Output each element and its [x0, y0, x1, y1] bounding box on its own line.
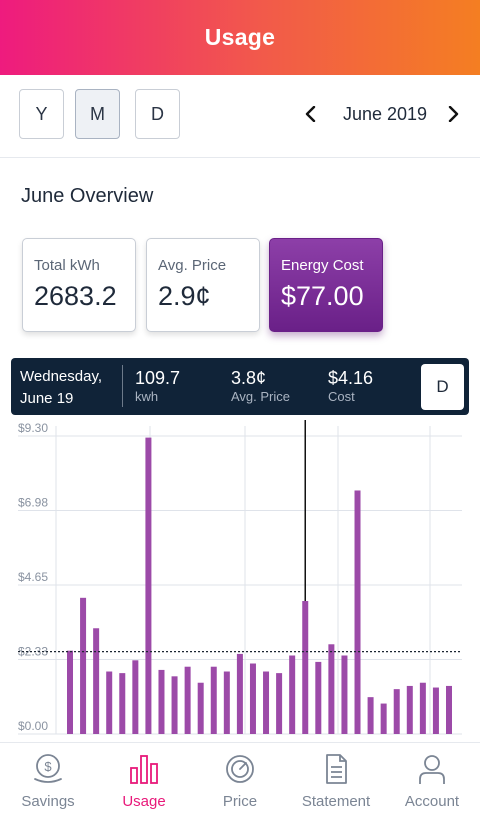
usage-icon: [127, 752, 161, 786]
savings-icon: $: [31, 752, 65, 786]
chart-bar: [446, 685, 452, 734]
avg-price-label: Avg. Price: [158, 257, 227, 274]
selected-day-tooltip: Wednesday, June 19 109.7 kwh 3.8¢ Avg. P…: [11, 358, 469, 415]
chart-bar: [419, 682, 426, 734]
chart-bar: [328, 644, 335, 734]
svg-text:$: $: [44, 759, 52, 774]
tab-usage[interactable]: Usage: [96, 743, 192, 820]
chart-bar: [315, 661, 322, 734]
price-icon: [223, 752, 257, 786]
account-icon: [415, 752, 449, 786]
daily-cost-chart[interactable]: $0.00 $2.33 $4.65 $6.98 $9.30: [0, 420, 480, 742]
energy-cost-value: $77.00: [281, 281, 364, 311]
previous-period-button[interactable]: [299, 101, 323, 127]
y-tick-label: $4.65: [18, 570, 48, 584]
chart-bar: [236, 653, 243, 734]
y-tick-label: $6.98: [18, 496, 48, 510]
tab-account[interactable]: Account: [384, 743, 480, 820]
chart-bar: [249, 663, 256, 734]
y-tick-label: $9.30: [18, 421, 48, 435]
chart-bar: [263, 671, 270, 734]
period-selector: Y M D June 2019: [0, 75, 480, 158]
chart-bar: [393, 689, 400, 734]
chart-bar: [197, 682, 204, 734]
tooltip-cost: $4.16 Cost: [328, 368, 373, 405]
chart-bar: [302, 601, 309, 734]
avg-price-card: Avg. Price 2.9¢: [146, 238, 260, 332]
tooltip-kwh-label: kwh: [135, 389, 159, 404]
tooltip-divider: [122, 365, 123, 407]
chart-bar: [119, 673, 126, 734]
selected-date: Wednesday, June 19: [20, 366, 125, 410]
tooltip-cost-value: $4.16: [328, 368, 374, 388]
chart-bar: [184, 666, 191, 734]
chevron-right-icon: [448, 106, 459, 122]
chart-bar: [223, 671, 230, 734]
total-kwh-label: Total kWh: [34, 257, 100, 274]
chart-bar: [406, 685, 413, 734]
chart-bar: [367, 697, 374, 734]
total-kwh-value: 2683.2: [34, 281, 117, 311]
period-year-button[interactable]: Y: [19, 89, 64, 139]
tab-statement[interactable]: Statement: [288, 743, 384, 820]
current-period-label: June 2019: [342, 103, 428, 124]
statement-icon: [319, 752, 353, 786]
tooltip-price-label: Avg. Price: [231, 389, 291, 404]
tooltip-kwh: 109.7 kwh: [135, 368, 180, 405]
page-title: Usage: [204, 24, 276, 50]
y-tick-label: $0.00: [18, 719, 48, 733]
chart-bar: [171, 676, 178, 734]
chart-bar: [354, 490, 361, 734]
selected-date-weekday: Wednesday,: [20, 368, 102, 385]
tab-savings-label: Savings: [21, 793, 75, 810]
tab-statement-label: Statement: [301, 793, 371, 810]
chart-bar: [106, 671, 113, 734]
energy-cost-card[interactable]: Energy Cost $77.00: [269, 238, 383, 332]
tab-usage-label: Usage: [122, 793, 166, 810]
chart-bar: [432, 687, 439, 734]
chart-bar: [145, 437, 152, 734]
chart-bar: [289, 655, 296, 734]
tab-price[interactable]: Price: [192, 743, 288, 820]
app-header: Usage: [0, 0, 480, 75]
total-kwh-card: Total kWh 2683.2: [22, 238, 136, 332]
next-period-button[interactable]: [441, 101, 465, 127]
energy-cost-label: Energy Cost: [281, 257, 364, 274]
chart-bar: [341, 655, 348, 734]
period-month-button[interactable]: M: [75, 89, 120, 139]
tab-savings[interactable]: $ Savings: [0, 743, 96, 820]
tooltip-day-view-button[interactable]: D: [421, 364, 464, 410]
tooltip-kwh-value: 109.7: [135, 368, 181, 388]
selected-date-day: June 19: [20, 390, 74, 407]
chevron-left-icon: [305, 106, 316, 122]
tab-price-label: Price: [222, 793, 258, 810]
chart-bar: [380, 703, 387, 734]
chart-bar: [93, 628, 100, 734]
chart-bar: [80, 597, 87, 734]
y-tick-label: $2.33: [18, 645, 48, 659]
chart-bar: [210, 666, 217, 734]
tab-account-label: Account: [404, 793, 460, 810]
chart-bar: [67, 650, 73, 734]
chart-bar: [276, 673, 283, 734]
period-day-button[interactable]: D: [135, 89, 180, 139]
overview-title: June Overview: [21, 185, 154, 207]
chart-bar: [132, 660, 139, 734]
avg-price-value: 2.9¢: [158, 281, 211, 311]
tooltip-price-value: 3.8¢: [231, 368, 267, 388]
tooltip-cost-label: Cost: [328, 389, 355, 404]
tooltip-price: 3.8¢ Avg. Price: [231, 368, 290, 405]
bottom-tab-bar: $ Savings Usage Price: [0, 742, 480, 820]
chart-bar: [158, 669, 165, 734]
